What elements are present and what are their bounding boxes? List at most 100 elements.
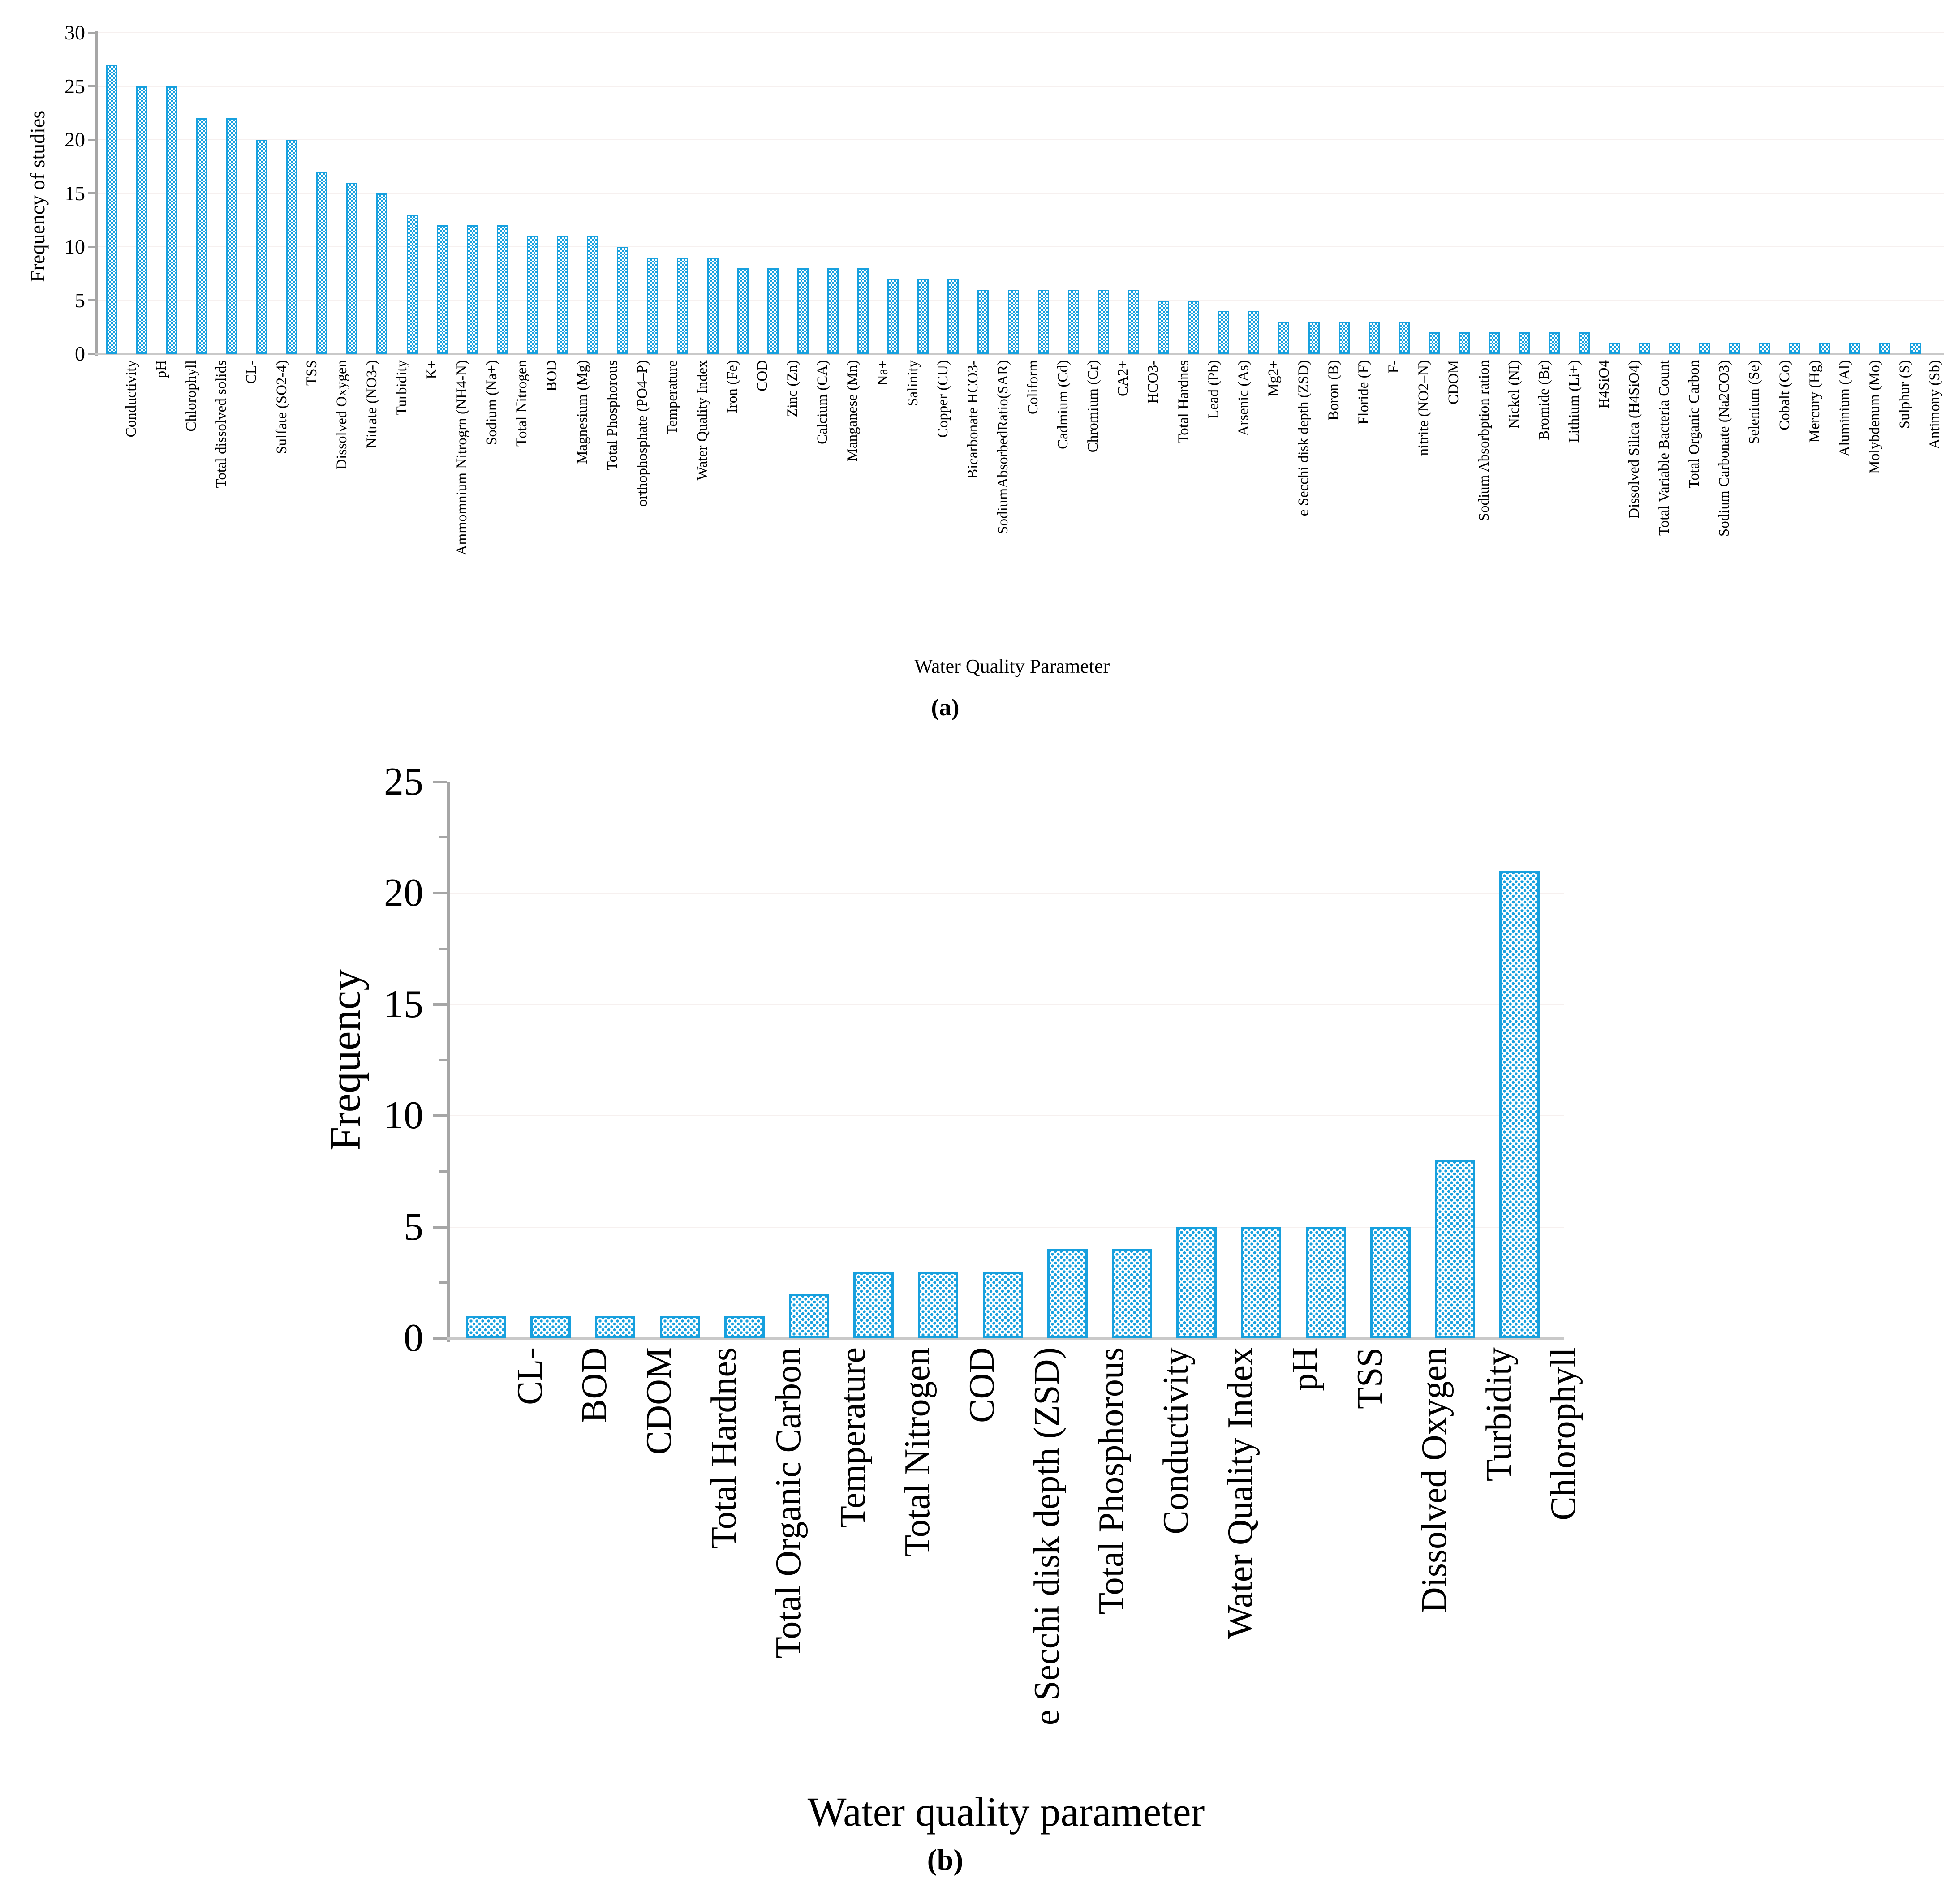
bar [918,1271,959,1338]
bar [1241,1227,1282,1338]
gridline [97,246,1944,247]
x-axis-line [95,352,1944,355]
bar [789,1294,829,1338]
bar [595,1316,636,1338]
bar [1879,343,1891,354]
bar [436,225,448,354]
y-tick-label: 20 [384,871,423,915]
bar [724,1316,765,1338]
bar [1549,332,1560,354]
y-tick-mark [88,31,95,34]
y-tick-mark [88,352,95,355]
y-tick-mark [88,245,95,248]
bar [1368,322,1380,354]
x-category-label: BOD [575,1347,615,1423]
bar [767,268,779,354]
bar [226,118,237,354]
y-tick-label: 15 [384,982,423,1026]
bar [1759,343,1770,354]
gridline [448,893,1564,894]
bar [1609,343,1620,354]
bar [1098,289,1109,354]
y-tick-mark [433,1114,447,1117]
bar [1819,343,1831,354]
bar [166,86,177,354]
x-category-label: Chlorophyll [1544,1347,1584,1521]
y-minor-tick-mark [438,836,447,839]
bar [196,118,207,354]
x-category-label: Total Hardnes [704,1347,744,1549]
y-tick-mark [88,138,95,141]
bar [1699,343,1710,354]
bar [1398,322,1410,354]
x-category-label: Turbidity [1479,1347,1519,1482]
bar [1047,1249,1088,1338]
bar [557,236,568,354]
bar [659,1316,700,1338]
bar [346,182,358,354]
y-tick-mark [433,892,447,894]
bar [1158,300,1169,354]
x-axis-title-a: Water Quality Parameter [914,655,1110,677]
x-category-label: Temperature [833,1347,873,1528]
y-tick-mark [88,85,95,87]
x-category-label: Conductivity [1156,1347,1196,1534]
bar [1338,322,1350,354]
bar [106,64,117,354]
bar [737,268,749,354]
gridline [97,86,1944,87]
y-tick-label: 25 [65,74,85,98]
bar [1037,289,1049,354]
bar [316,172,328,354]
y-minor-tick-mark [438,947,447,950]
y-tick-label: 5 [404,1205,423,1249]
gridline [97,300,1944,301]
bar [406,215,418,354]
bar [466,1316,506,1338]
gridline [97,32,1944,33]
bar [982,1271,1023,1338]
bar [797,268,809,354]
y-minor-tick-mark [438,1281,447,1284]
bar [1849,343,1861,354]
x-category-label: pH [1285,1347,1325,1391]
bar [1188,300,1200,354]
x-axis-line [446,1337,1564,1340]
y-tick-label: 10 [384,1094,423,1137]
y-tick-label: 0 [75,342,85,365]
bar [917,279,929,354]
bar [136,86,147,354]
bar [1789,343,1801,354]
y-tick-mark [433,1337,447,1340]
gridline [97,139,1944,140]
panel-a-caption: (a) [931,694,960,721]
y-tick-label: 5 [75,288,85,312]
x-category-label: CL- [510,1347,550,1405]
bar [947,279,959,354]
gridline [97,193,1944,194]
bar [466,225,478,354]
y-tick-label: 10 [65,235,85,258]
y-minor-tick-mark [438,1170,447,1173]
bar [857,268,869,354]
x-category-label: COD [962,1347,1002,1423]
bar [496,225,508,354]
bar [827,268,839,354]
y-axis-line [95,31,98,356]
bar [1067,289,1079,354]
bar [530,1316,571,1338]
y-tick-mark [433,780,447,783]
bar [617,247,628,354]
bar [1128,289,1139,354]
x-category-label: Water Quality Index [1221,1347,1261,1639]
bar [1305,1227,1346,1338]
y-tick-label: 25 [384,760,423,804]
x-category-label: Total Phosphorous [1091,1347,1131,1615]
bar [887,279,899,354]
bar [1428,332,1440,354]
bar [1519,332,1530,354]
y-tick-label: 0 [404,1316,423,1360]
bar [1370,1227,1411,1338]
